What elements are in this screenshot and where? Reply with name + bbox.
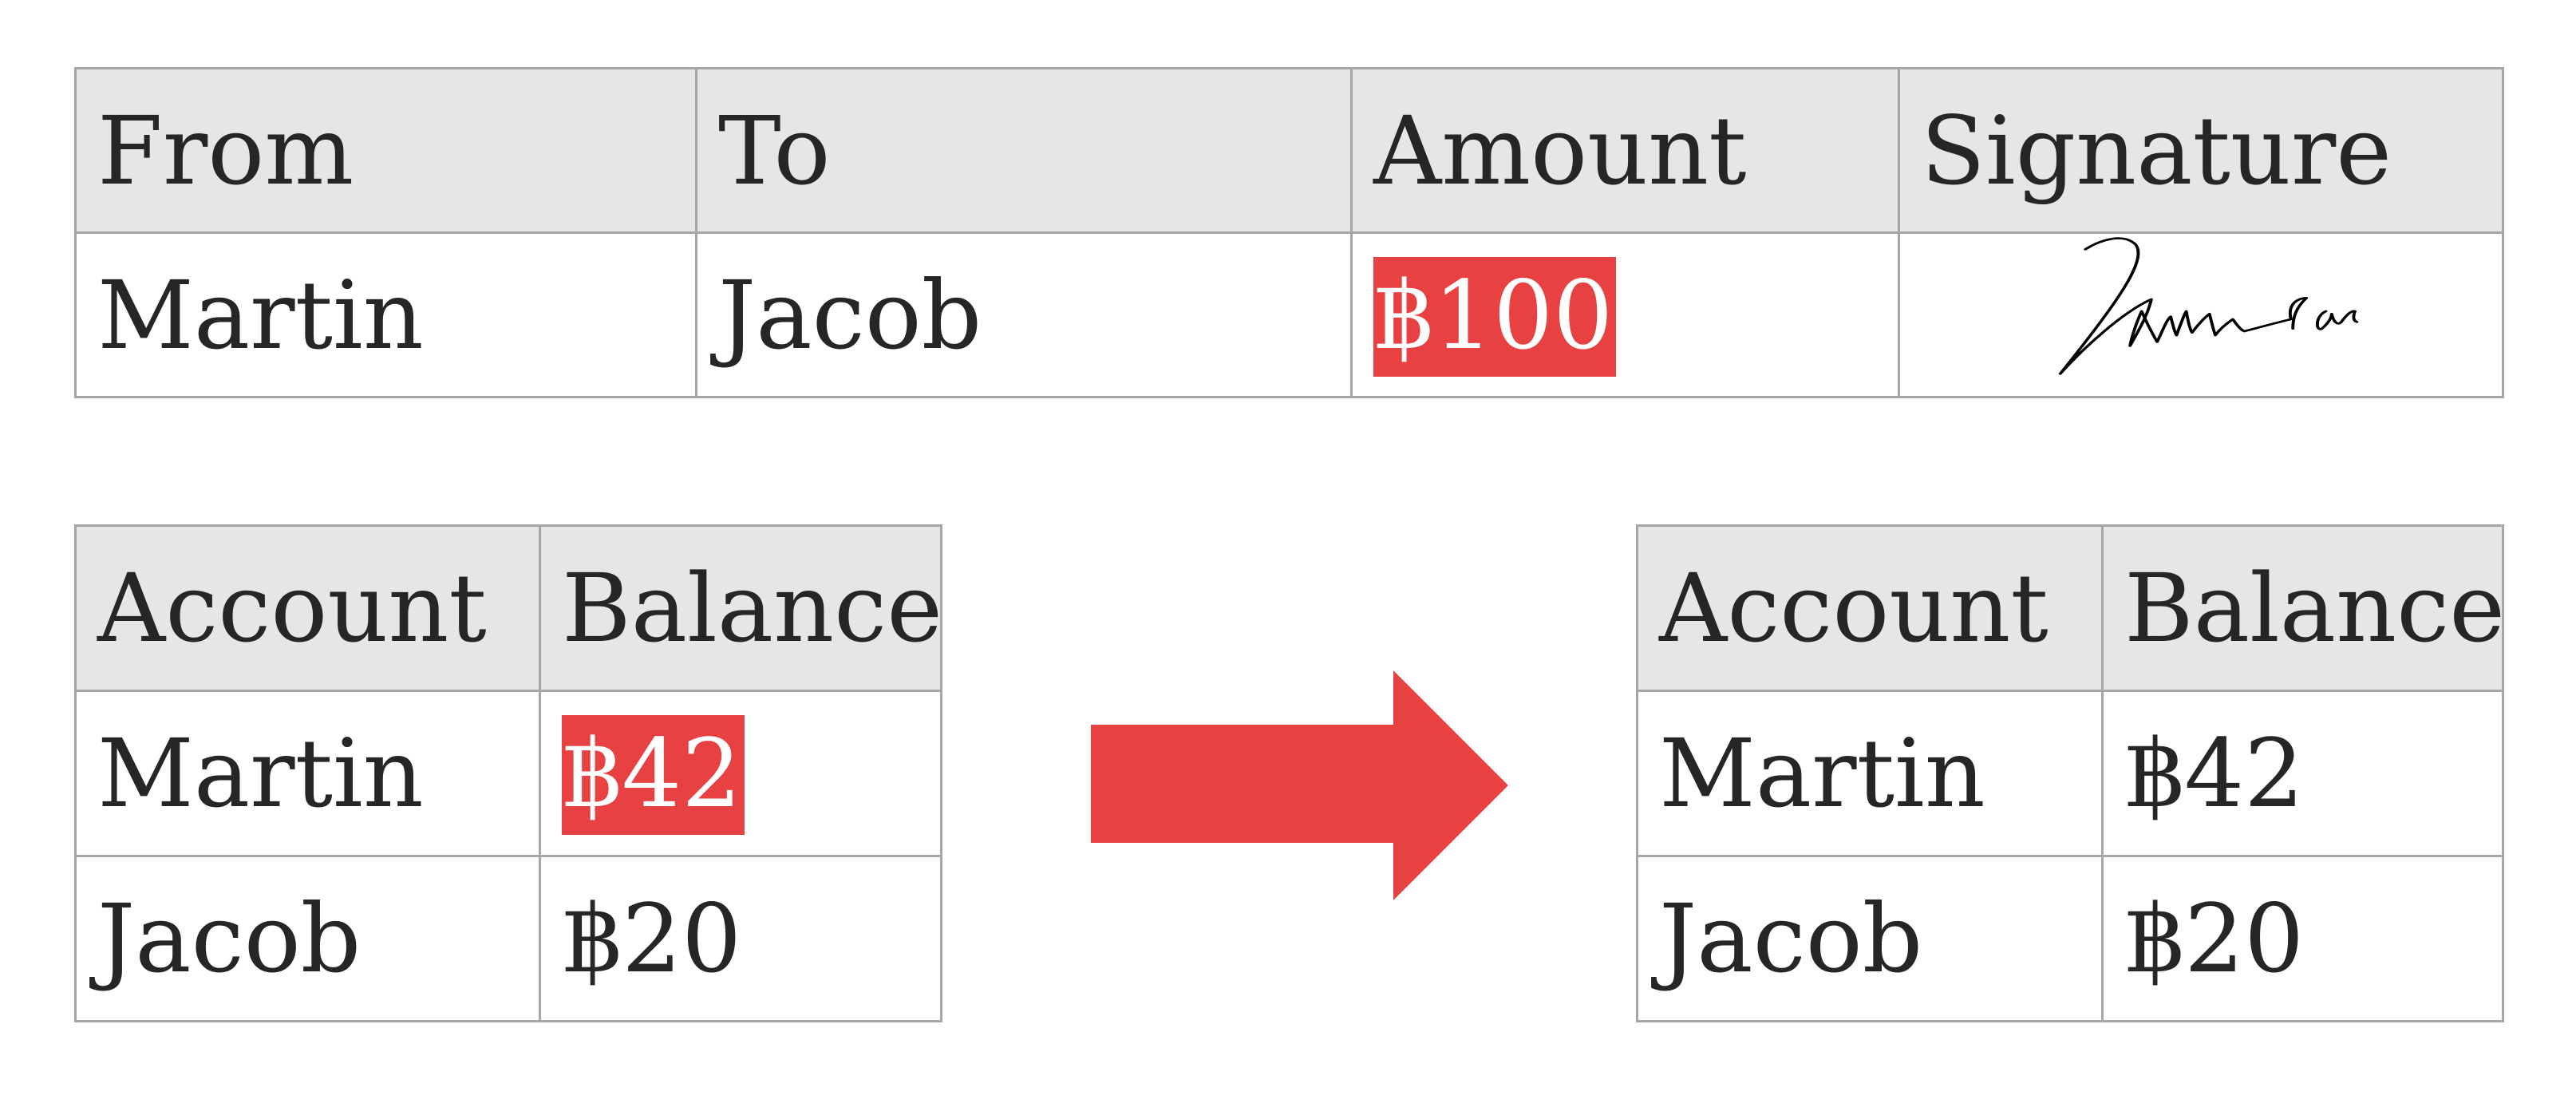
- table-row: Martin ฿42: [1636, 690, 2504, 857]
- cell-from: Martin: [74, 231, 697, 398]
- highlighted-balance: ฿42: [562, 715, 745, 835]
- table-row: Jacob ฿20: [1636, 855, 2504, 1022]
- table-header-row: From To Amount Signature: [74, 67, 2504, 234]
- table-row: Martin Jacob ฿100: [74, 231, 2504, 398]
- cell-balance: ฿20: [539, 855, 942, 1022]
- header-signature: Signature: [1898, 67, 2504, 234]
- table-header-row: Account Balance: [74, 524, 942, 692]
- cell-account: Martin: [74, 690, 541, 857]
- header-from: From: [74, 67, 697, 234]
- transaction-table: From To Amount Signature Martin Jacob ฿1…: [74, 67, 2504, 398]
- table-row: Martin ฿42: [74, 690, 942, 857]
- header-to: To: [695, 67, 1353, 234]
- cell-signature: [1898, 231, 2504, 398]
- arrow-right-icon: [1091, 670, 1508, 900]
- highlighted-amount: ฿100: [1373, 256, 1617, 377]
- header-account: Account: [74, 524, 541, 692]
- table-header-row: Account Balance: [1636, 524, 2504, 692]
- header-balance: Balance: [2101, 524, 2504, 692]
- cell-balance: ฿42: [2101, 690, 2504, 857]
- cell-account: Jacob: [1636, 855, 2104, 1022]
- cell-to: Jacob: [695, 231, 1353, 398]
- cell-amount: ฿100: [1350, 231, 1900, 398]
- balances-before-table: Account Balance Martin ฿42 Jacob ฿20: [74, 524, 942, 1022]
- header-balance: Balance: [539, 524, 942, 692]
- cell-balance: ฿42: [539, 690, 942, 857]
- cell-balance: ฿20: [2101, 855, 2504, 1022]
- signature-image: [2058, 237, 2359, 375]
- balances-after-table: Account Balance Martin ฿42 Jacob ฿20: [1636, 524, 2504, 1022]
- header-account: Account: [1636, 524, 2104, 692]
- cell-account: Jacob: [74, 855, 541, 1022]
- table-row: Jacob ฿20: [74, 855, 942, 1022]
- header-amount: Amount: [1350, 67, 1900, 234]
- cell-account: Martin: [1636, 690, 2104, 857]
